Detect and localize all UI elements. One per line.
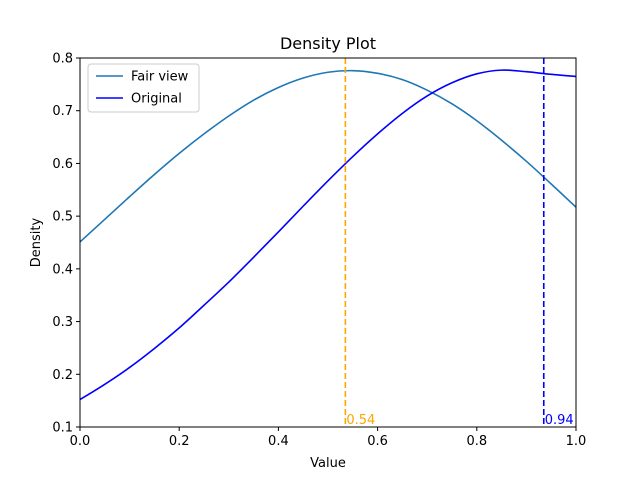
x-tick-label: 0.0 (70, 434, 91, 449)
legend: Fair view Original (87, 63, 200, 113)
y-axis-ticks: 0.1 0.2 0.3 0.4 0.5 0.6 0.7 0.8 (52, 52, 80, 436)
y-tick-label: 0.6 (52, 157, 73, 172)
y-axis-label: Density (29, 217, 44, 267)
reference-line-label-1: 0.54 (346, 413, 375, 428)
series-group (80, 69, 576, 401)
plot-frame (79, 57, 577, 428)
x-tick-label: 0.8 (466, 434, 487, 449)
reference-line-label-2: 0.94 (545, 413, 574, 428)
y-tick-label: 0.8 (52, 52, 73, 67)
y-tick-label: 0.7 (52, 104, 73, 119)
legend-label: Original (131, 92, 182, 107)
y-tick-label: 0.3 (52, 315, 73, 330)
reference-lines-group: 0.54 0.94 (344, 58, 574, 428)
x-tick-label: 0.4 (268, 434, 289, 449)
chart-title: Density Plot (280, 34, 376, 53)
series-line-1 (80, 69, 576, 243)
x-tick-label: 0.2 (169, 434, 190, 449)
x-axis-ticks: 0.0 0.2 0.4 0.6 0.8 1.0 (70, 427, 587, 449)
y-tick-label: 0.2 (52, 368, 73, 383)
x-tick-label: 1.0 (566, 434, 587, 449)
y-tick-label: 0.1 (52, 421, 73, 436)
y-tick-label: 0.4 (52, 262, 73, 277)
x-axis-label: Value (310, 456, 346, 471)
series-line-2 (80, 69, 576, 401)
legend-label: Fair view (131, 70, 189, 85)
x-tick-label: 0.6 (367, 434, 388, 449)
y-tick-label: 0.5 (52, 210, 73, 225)
